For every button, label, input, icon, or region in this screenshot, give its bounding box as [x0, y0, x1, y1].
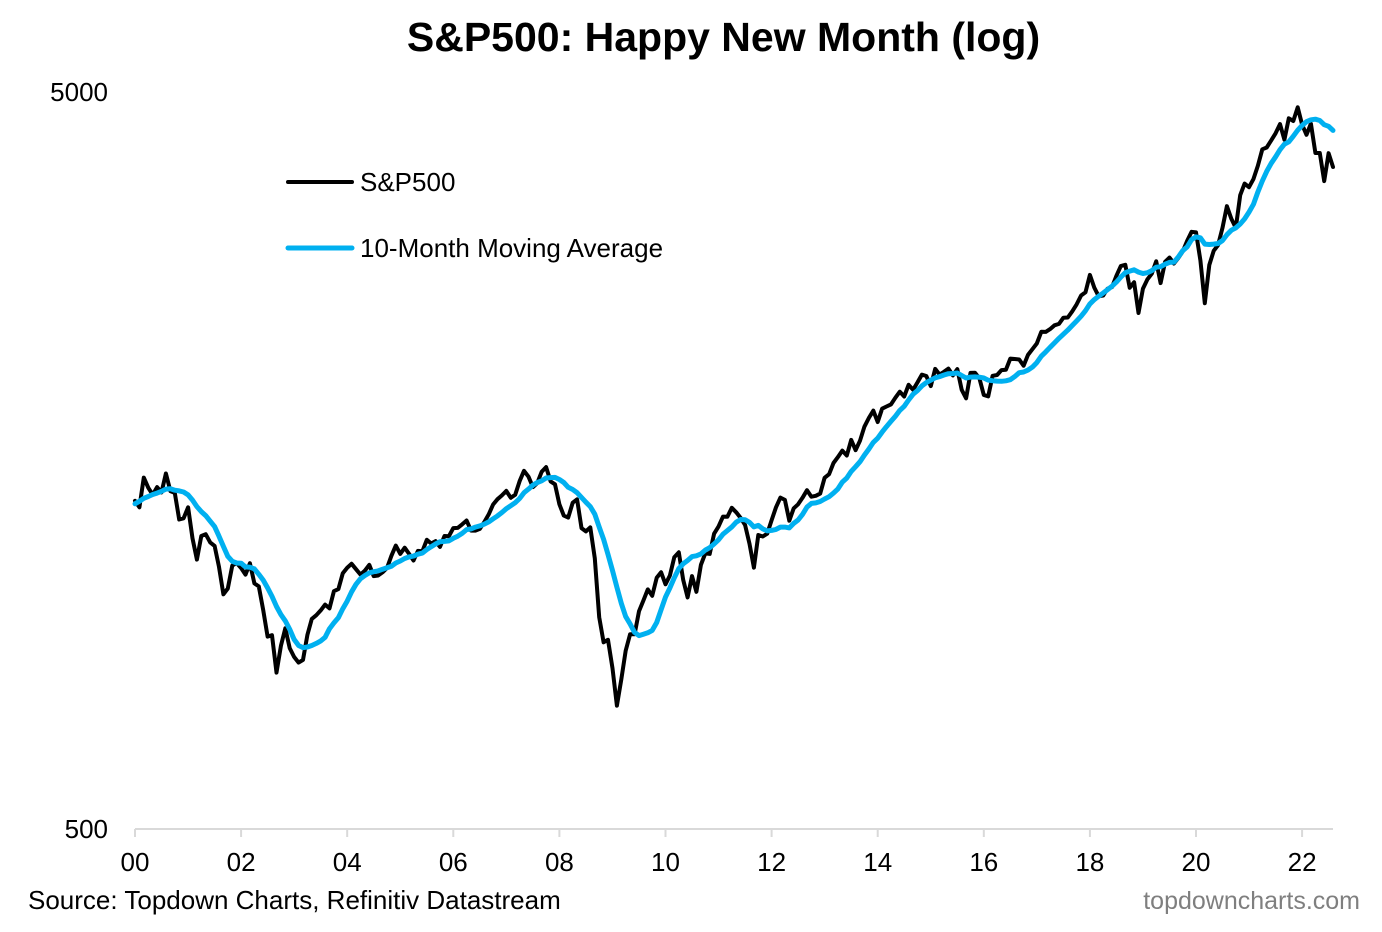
x-tick-label: 12	[757, 847, 786, 877]
x-tick-label: 08	[545, 847, 574, 877]
x-tick-label: 04	[333, 847, 362, 877]
x-tick-label: 00	[121, 847, 150, 877]
source-note: Source: Topdown Charts, Refinitiv Datast…	[28, 885, 561, 915]
y-tick-label: 500	[65, 814, 108, 844]
series-group	[132, 105, 1336, 708]
x-tick-label: 20	[1182, 847, 1211, 877]
x-tick-label: 02	[227, 847, 256, 877]
series-line-sp500	[133, 105, 1335, 708]
x-ticks	[134, 829, 1304, 837]
legend: S&P500 10-Month Moving Average	[285, 167, 663, 263]
x-tick-label: 06	[439, 847, 468, 877]
y-axis-labels: 5000 500	[50, 77, 108, 844]
x-tick-label: 22	[1288, 847, 1317, 877]
watermark: topdowncharts.com	[1143, 887, 1360, 915]
y-tick-label: 5000	[50, 77, 108, 107]
x-tick-label: 16	[969, 847, 998, 877]
x-tick-label: 10	[651, 847, 680, 877]
chart-title: S&P500: Happy New Month (log)	[406, 14, 1041, 60]
legend-label-sp500: S&P500	[360, 167, 455, 197]
x-tick-label: 14	[863, 847, 892, 877]
legend-label-ma: 10-Month Moving Average	[360, 233, 663, 263]
x-tick-label: 18	[1075, 847, 1104, 877]
x-tick-labels: 00 02 04 06 08 10 12 14 16 18 20 22	[121, 847, 1317, 877]
series-line-moving-average	[132, 116, 1336, 651]
